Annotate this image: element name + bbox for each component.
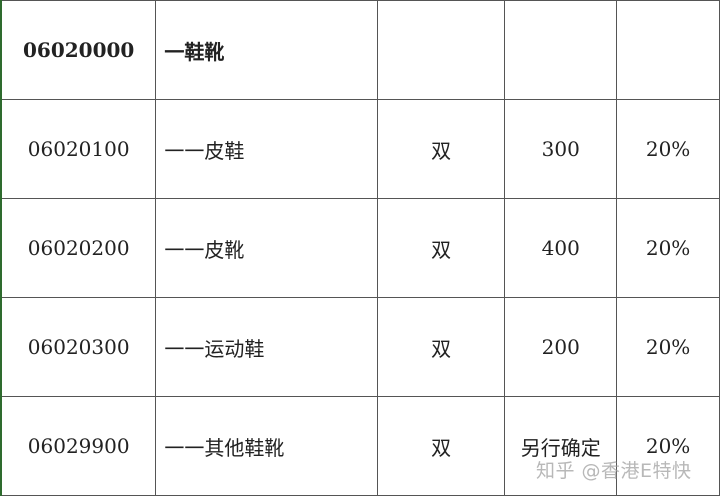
cell-rate: 20% [616,297,720,397]
cell-name: 一一皮鞋 [155,99,378,199]
cell-code: 06020000 [0,0,157,100]
cell-rate [616,0,720,100]
cell-name: 一一皮靴 [155,198,378,298]
cell-rate: 20% [616,198,720,298]
cell-price: 200 [504,297,618,397]
cell-name: 一鞋靴 [155,0,378,100]
cell-name: 一一其他鞋靴 [155,396,378,496]
cell-price: 300 [504,99,618,199]
cell-unit: 双 [376,198,506,298]
table-row: 06020000 一鞋靴 [0,0,720,100]
watermark: 知乎 @香港E特快 [536,460,692,482]
cell-rate: 20% [616,396,720,496]
cell-unit [376,0,506,100]
table-row: 06029900 一一其他鞋靴双另行确定 20% [0,396,720,496]
cell-code: 06020200 [0,198,157,298]
cell-name: 一一运动鞋 [155,297,378,397]
table-row: 06020300 一一运动鞋双 200 20% [0,297,720,397]
cell-code: 06029900 [0,396,157,496]
cell-price: 另行确定 [504,396,618,496]
cell-code: 06020300 [0,297,157,397]
cell-rate: 20% [616,99,720,199]
cell-unit: 双 [376,297,506,397]
cell-price: 400 [504,198,618,298]
cell-unit: 双 [376,396,506,496]
table-row: 06020200 一一皮靴双 400 20% [0,198,720,298]
cell-price [504,0,618,100]
table-row: 06020100 一一皮鞋双 300 20% [0,99,720,199]
cell-unit: 双 [376,99,506,199]
cell-code: 06020100 [0,99,157,199]
